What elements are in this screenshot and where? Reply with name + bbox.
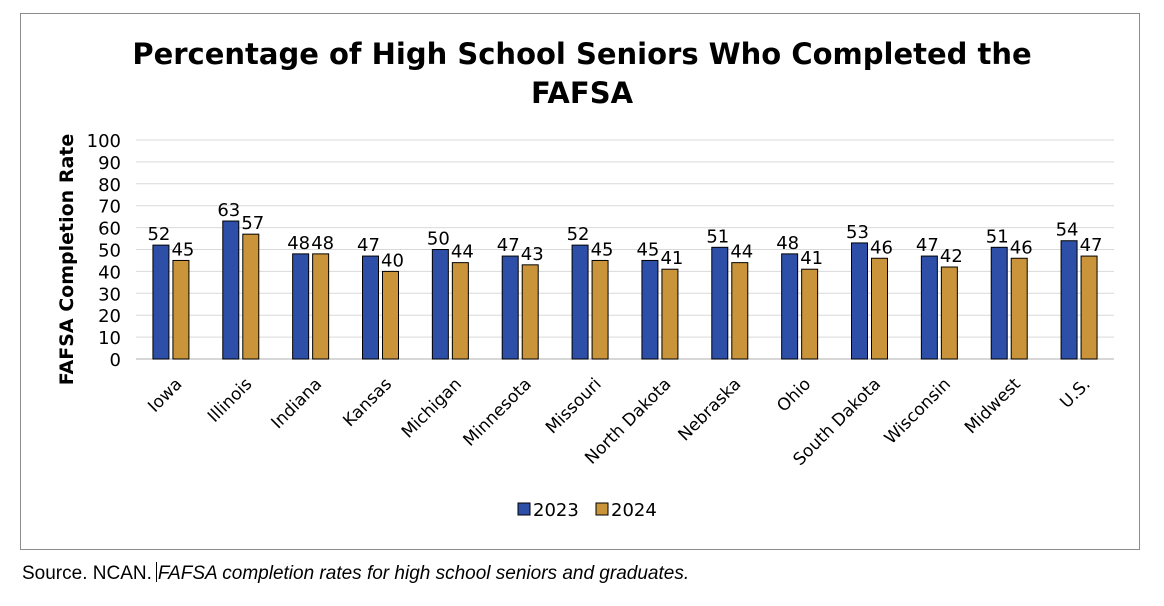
data-label: 45 [171,239,194,260]
x-tick-label: Indiana [268,374,327,433]
data-label: 51 [986,226,1009,247]
data-label: 45 [591,239,614,260]
source-note: Source. NCAN. FAFSA completion rates for … [22,562,689,585]
bar-2023-indiana [292,253,310,360]
bar-2023-wisconsin [920,255,938,360]
bar-2024-south-dakota [871,257,888,360]
data-label: 42 [940,246,963,267]
data-label: 48 [311,233,334,254]
bar-2024-nebraska [731,262,749,360]
data-label: 48 [776,233,799,254]
bar-2024-indiana [312,253,330,360]
y-axis-label: FAFSA Completion Rate [56,134,78,386]
data-label: 54 [1056,220,1079,241]
data-label: 43 [521,244,544,265]
bar-2024-ohio [801,268,819,360]
data-label: 47 [1080,235,1103,256]
y-tick-label: 50 [98,241,121,262]
x-tick-label: Iowa [144,374,186,416]
bar-2024-u-s- [1080,255,1098,360]
data-label: 53 [846,222,869,243]
legend-swatch-2023 [517,502,531,516]
data-label: 44 [730,242,753,263]
data-label: 46 [1010,237,1033,258]
data-label: 51 [706,226,729,247]
chart-title-line-1: Percentage of High School Seniors Who Co… [132,37,1031,71]
data-label: 63 [217,200,240,221]
bar-2024-illinois [242,233,260,360]
x-tick-label: Kansas [339,374,396,431]
data-label: 45 [636,239,659,260]
data-label: 40 [381,250,404,271]
bar-2024-michigan [451,262,469,360]
y-tick-label: 80 [98,175,121,196]
data-label: 47 [357,235,380,256]
bar-2024-kansas [382,270,399,360]
y-tick-label: 90 [98,153,121,174]
y-tick-label: 70 [98,197,121,218]
bar-2024-iowa [172,259,190,360]
text-cursor [155,562,157,582]
data-label: 52 [567,224,590,245]
legend-label: 2024 [611,500,657,521]
y-tick-label: 60 [98,219,121,240]
bar-2023-north-dakota [641,259,659,360]
source-description: FAFSA completion rates for high school s… [157,563,690,584]
x-tick-label: Nebraska [674,374,745,445]
x-tick-label: Midwest [961,374,1025,438]
x-tick-label: Missouri [542,374,606,438]
bar-2024-missouri [591,259,609,360]
legend-label: 2023 [533,500,579,521]
legend-swatch-2024 [595,502,609,516]
data-label: 50 [427,229,450,250]
bar-2023-ohio [781,253,799,360]
bar-2024-midwest [1010,257,1028,360]
data-label: 47 [916,235,939,256]
bar-2024-minnesota [521,264,539,360]
data-label: 46 [870,237,893,258]
bar-2023-iowa [152,244,170,360]
bar-chart: Percentage of High School Seniors Who Co… [56,37,1114,521]
bar-2023-u-s- [1060,240,1078,360]
x-tick-label: Ohio [773,374,815,416]
data-label: 41 [660,248,683,269]
bar-2023-illinois [222,220,240,360]
data-label: 44 [451,242,474,263]
y-tick-label: 20 [98,306,121,327]
source-prefix: Source. NCAN. [22,563,152,584]
y-tick-label: 40 [98,262,121,283]
data-label: 41 [800,248,823,269]
chart-title-line-2: FAFSA [531,76,634,110]
x-tick-label: Illinois [204,374,256,426]
bar-2023-midwest [990,246,1008,360]
data-label: 47 [497,235,520,256]
data-label: 52 [147,224,170,245]
x-tick-label: Michigan [398,374,466,442]
bar-2023-kansas [362,255,379,360]
data-label: 48 [287,233,310,254]
bar-2024-north-dakota [661,268,679,360]
bar-2023-nebraska [711,246,729,360]
x-tick-label: Wisconsin [881,374,955,448]
x-tick-label: Minnesota [460,374,536,450]
bar-2023-south-dakota [851,242,868,360]
chart-frame: Percentage of High School Seniors Who Co… [20,13,1140,550]
x-tick-label: U.S. [1056,374,1094,412]
y-tick-label: 30 [98,284,121,305]
bar-2023-michigan [431,249,449,360]
data-label: 57 [241,213,264,234]
y-tick-label: 100 [87,131,121,152]
bar-2024-wisconsin [940,266,958,360]
y-tick-label: 10 [98,328,121,349]
bar-2023-missouri [571,244,589,360]
y-tick-label: 0 [110,350,121,371]
bar-2023-minnesota [501,255,519,360]
